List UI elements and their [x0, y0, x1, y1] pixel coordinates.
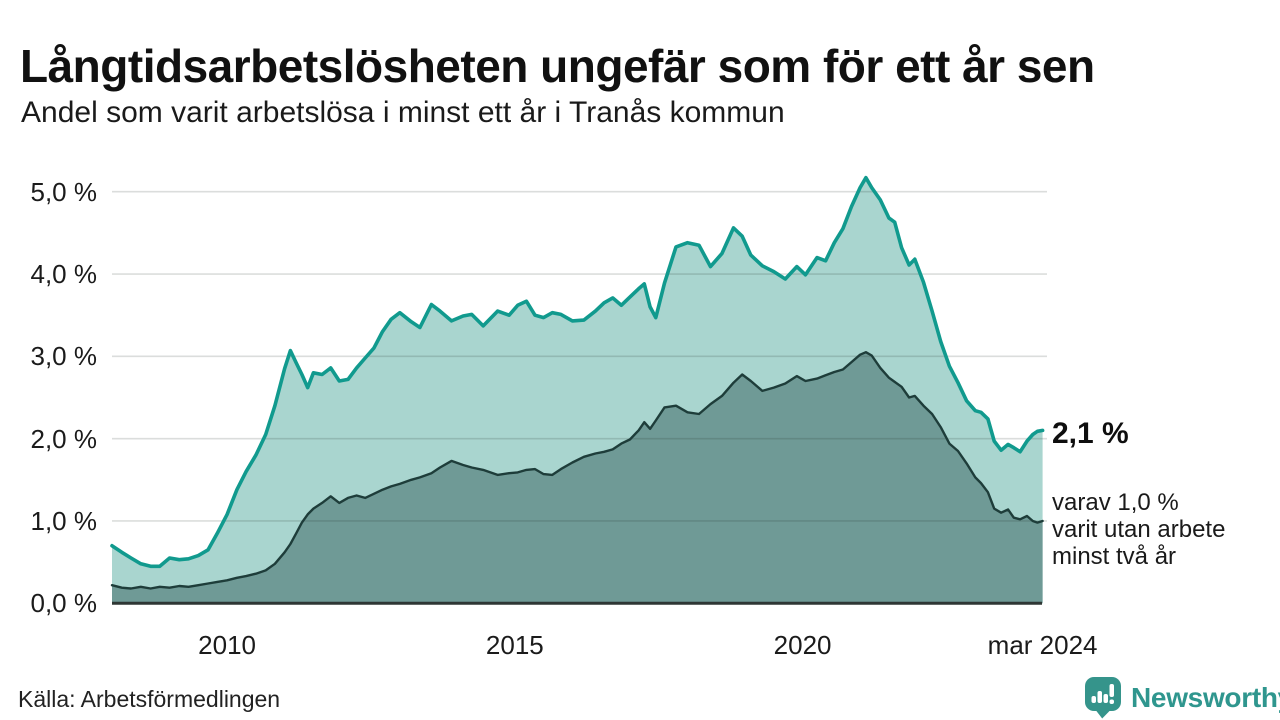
newsworthy-logo: Newsworthy: [1084, 676, 1280, 719]
newsworthy-logo-text: Newsworthy: [1131, 681, 1280, 713]
two-year-annotation: varav 1,0 % varit utan arbete minst två …: [1052, 489, 1225, 570]
y-axis-label-5,0 %: 5,0 %: [30, 176, 98, 207]
x-axis-label-mar 2024: mar 2024: [987, 630, 1098, 660]
y-axis-label-1,0 %: 1,0 %: [30, 505, 98, 536]
series-total-line: [110, 175, 1045, 569]
y-axis-label-0,0 %: 0,0 %: [30, 588, 98, 619]
y-axis-label-3,0 %: 3,0 %: [30, 341, 98, 372]
series-two-year-area: [112, 352, 1043, 604]
page-title: Långtidsarbetslösheten ungefär som för e…: [20, 39, 1095, 92]
two-year-annotation-line1: varav 1,0 %: [1052, 489, 1179, 516]
x-axis-label-2015: 2015: [485, 630, 544, 660]
y-axis-label-2,0 %: 2,0 %: [30, 423, 98, 454]
two-year-annotation-line2: varit utan arbete: [1052, 516, 1226, 543]
chart-subtitle: Andel som varit arbetslösa i minst ett å…: [21, 96, 785, 129]
x-axis-label-2010: 2010: [198, 630, 257, 660]
newsworthy-logo-icon: [1085, 677, 1121, 719]
end-value-annotation: 2,1 %: [1052, 417, 1129, 450]
series-two-year-line: [110, 351, 1044, 590]
source-note: Källa: Arbetsförmedlingen: [18, 686, 281, 712]
two-year-annotation-line3: minst två år: [1052, 543, 1177, 570]
y-axis-label-4,0 %: 4,0 %: [30, 259, 98, 290]
x-axis-label-2020: 2020: [773, 630, 832, 660]
